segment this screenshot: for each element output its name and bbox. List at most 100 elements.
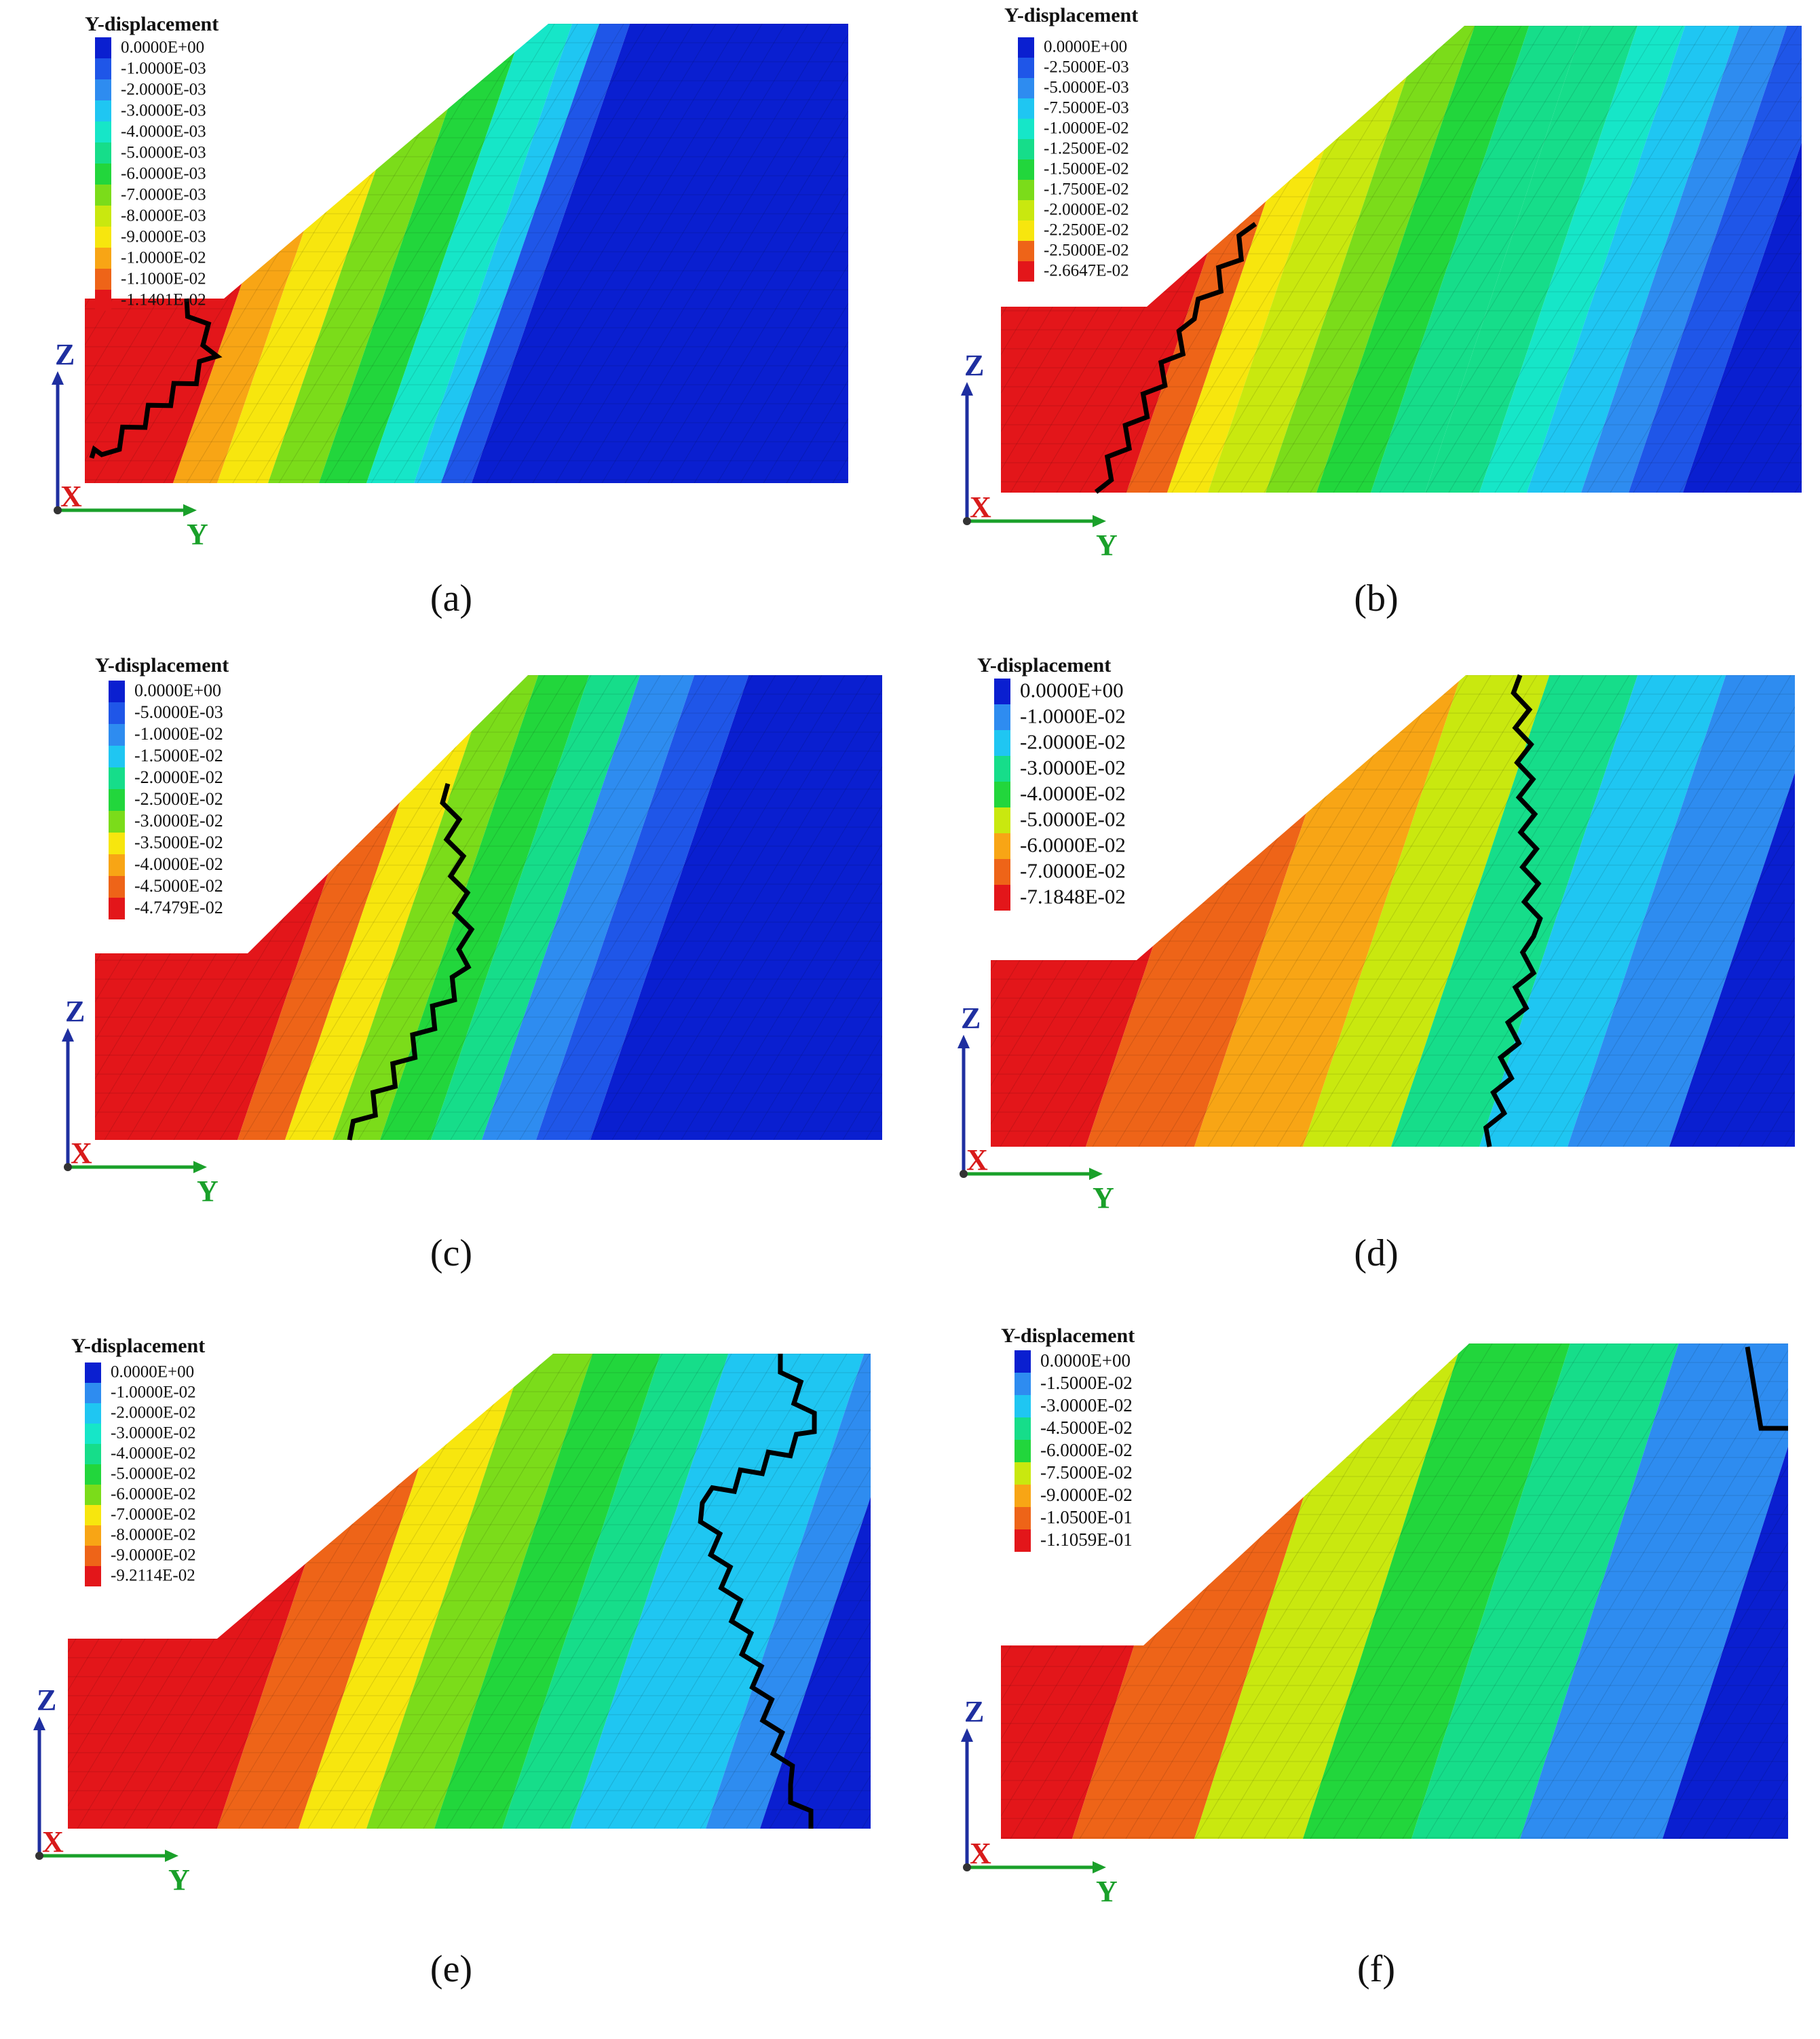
slip-surface-line: [1094, 222, 1257, 494]
legend-value: -4.0000E-02: [1020, 781, 1126, 805]
legend-value: -6.0000E-02: [1040, 1440, 1133, 1460]
contour-band: [1663, 1344, 1788, 1839]
legend-value: -2.0000E-02: [1020, 729, 1126, 753]
legend-title: Y-displacement: [71, 1335, 205, 1357]
legend-value: -1.0000E-03: [121, 59, 206, 77]
legend-swatch: [994, 807, 1010, 833]
legend-swatch: [1018, 241, 1034, 261]
legend-swatch: [85, 1383, 101, 1403]
slip-surface-line: [89, 298, 223, 459]
legend-swatch: [95, 227, 111, 248]
contour-band: [366, 24, 577, 483]
legend-swatch: [95, 142, 111, 164]
legend-value: 0.0000E+00: [1020, 678, 1124, 702]
contour-band: [1411, 1344, 1683, 1839]
slip-surface-line: [1745, 1346, 1788, 1431]
legend-swatch: [1018, 159, 1034, 180]
contour-band: [590, 675, 882, 1140]
legend-value: -7.1848E-02: [1020, 884, 1126, 908]
legend-swatch: [95, 269, 111, 290]
slip-surface-line: [347, 783, 475, 1141]
legend-swatch: [85, 1424, 101, 1444]
legend-value: -2.5000E-02: [1044, 242, 1129, 260]
legend-value: -6.0000E-03: [121, 164, 206, 183]
legend-value: -9.0000E-03: [121, 227, 206, 246]
axis-label-x: X: [71, 1137, 92, 1170]
contour-band: [1520, 1344, 1788, 1839]
legend-value: -2.6647E-02: [1044, 262, 1129, 280]
legend-value: -1.5000E-02: [134, 746, 223, 765]
legend-swatch: [994, 704, 1010, 730]
contour-band: [1581, 26, 1791, 493]
legend-swatch: [1018, 200, 1034, 221]
legend-swatch: [109, 746, 125, 767]
contour-band: [472, 24, 848, 483]
legend-swatch: [994, 859, 1010, 885]
legend-swatch: [1018, 261, 1034, 282]
contour-band: [1479, 26, 1690, 493]
legend-value: -2.2500E-02: [1044, 221, 1129, 240]
legend-value: -5.0000E-03: [1044, 79, 1129, 97]
panel-2: Y-displacement 0.0000E+00 -5.0000E-03-1.00…: [62, 654, 882, 1274]
legend-value: -1.0000E-02: [121, 248, 206, 267]
legend-value: -9.0000E-02: [111, 1546, 196, 1565]
legend-value: -1.0000E-02: [1044, 119, 1129, 138]
legend-swatch: [1015, 1440, 1031, 1462]
contour-band: [1208, 26, 1428, 493]
legend-value: -1.5000E-02: [1044, 160, 1129, 178]
legend-swatch: [109, 724, 125, 746]
legend-value: -4.0000E-02: [111, 1445, 196, 1463]
legend-swatch: [109, 854, 125, 876]
panel-caption: (c): [430, 1232, 472, 1274]
legend-swatch: [1018, 139, 1034, 159]
legend-value: -4.7479E-02: [134, 898, 223, 917]
legend-value: 0.0000E+00: [1040, 1350, 1131, 1371]
legend-swatch: [994, 885, 1010, 911]
panel-caption: (a): [430, 577, 472, 620]
contour-band: [1371, 26, 1588, 493]
contour-band: [706, 1354, 871, 1829]
legend-swatch: [95, 164, 111, 185]
panel-caption: (f): [1357, 1948, 1395, 1990]
legend-swatch: [85, 1546, 101, 1566]
axis-label-x: X: [966, 1143, 988, 1177]
contour-band: [1568, 675, 1795, 1147]
legend-value: -1.0000E-02: [134, 724, 223, 744]
legend-swatch: [1018, 98, 1034, 119]
axis-label-y: Y: [1093, 1181, 1114, 1215]
axis-label-x: X: [60, 480, 82, 513]
legend-swatch: [85, 1525, 101, 1546]
axes-triad: Z X Y: [52, 338, 208, 551]
legend-value: -1.1000E-02: [121, 269, 206, 288]
legend-swatch: [109, 876, 125, 898]
legend-swatch: [109, 789, 125, 811]
panel-caption: (d): [1354, 1232, 1398, 1274]
legend-value: -7.0000E-02: [1020, 858, 1126, 882]
legend-value: -1.0000E-02: [111, 1384, 196, 1402]
contour-band: [366, 1354, 597, 1829]
legend-value: -1.1401E-02: [121, 290, 206, 309]
legend-swatch: [1015, 1373, 1031, 1395]
legend-title: Y-displacement: [1004, 4, 1138, 26]
axis-label-x: X: [42, 1825, 64, 1859]
contour-band: [285, 675, 495, 1140]
legend-value: -7.0000E-03: [121, 185, 206, 204]
axis-label-y: Y: [187, 518, 208, 551]
legend-value: -3.0000E-02: [1040, 1395, 1133, 1415]
axis-label-x: X: [970, 1837, 991, 1870]
panel-caption: (e): [430, 1948, 472, 1990]
contour-band: [1391, 675, 1642, 1147]
legend-swatch: [85, 1444, 101, 1464]
legend-swatch: [109, 767, 125, 789]
legend-value: -5.0000E-03: [121, 143, 206, 161]
legend-value: -2.0000E-02: [1044, 201, 1129, 219]
legend-value: -9.2114E-02: [111, 1567, 195, 1585]
legend-value: -4.5000E-02: [134, 876, 223, 896]
legend-swatch: [109, 681, 125, 702]
legend-value: -2.5000E-03: [1044, 58, 1129, 77]
legend-swatch: [95, 185, 111, 206]
legend-value: 0.0000E+00: [121, 38, 204, 56]
axis-label-z: Z: [37, 1683, 56, 1717]
legend-swatch: [85, 1362, 101, 1383]
